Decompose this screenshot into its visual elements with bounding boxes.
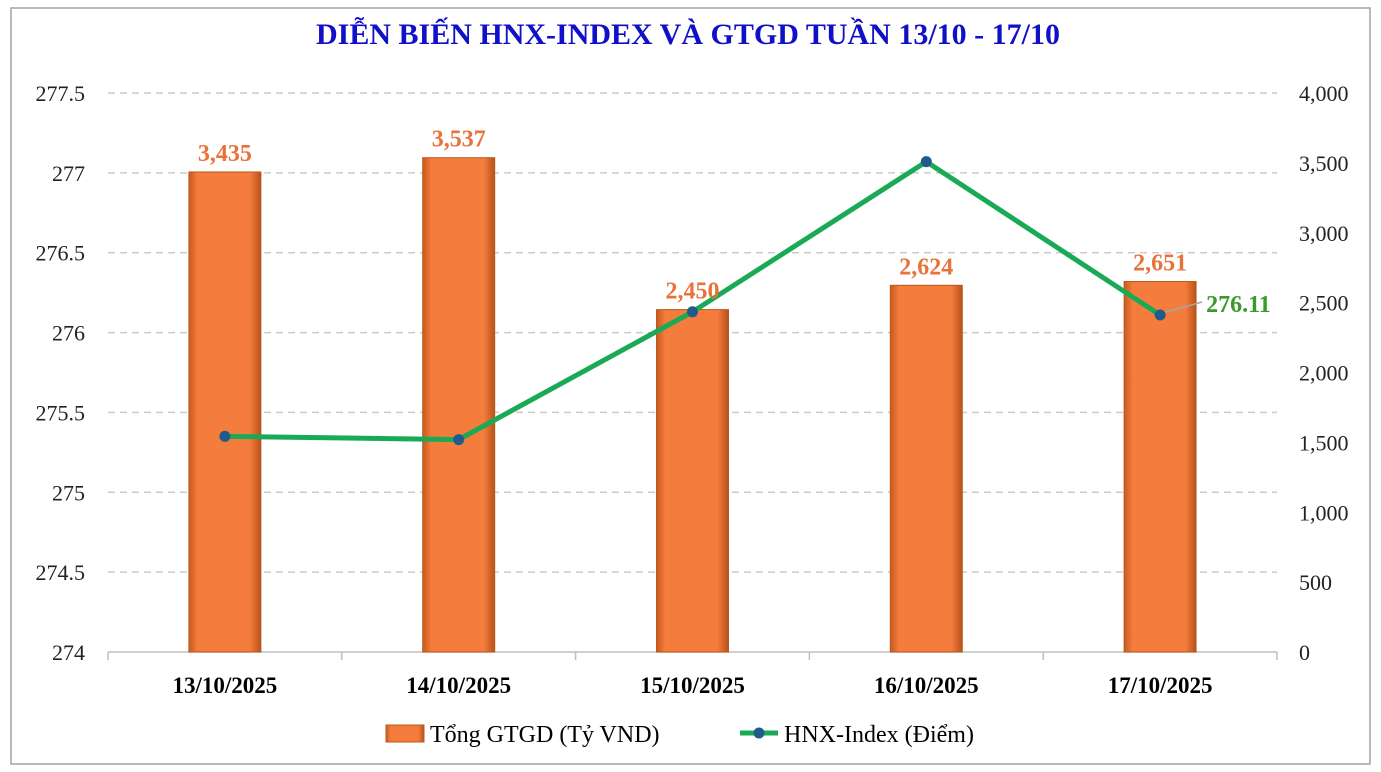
legend-bar-swatch (385, 724, 425, 743)
right-axis-tick-label: 3,000 (1299, 221, 1349, 246)
axis-layer: 274 274.5 275 275.5 276 276.5 277 277.5 0 500 1,00… (36, 81, 1349, 698)
x-axis-category-label: 14/10/2025 (406, 673, 511, 698)
right-axis-tick-label: 2,000 (1299, 361, 1349, 386)
bar-gtgd (188, 171, 262, 653)
bar-layer (188, 157, 1197, 653)
left-axis-tick-label: 275 (52, 480, 85, 505)
hnx-index-point (453, 434, 465, 446)
line-data-label: 276.11 (1206, 292, 1271, 318)
bar-data-label: 2,651 (1133, 251, 1187, 277)
x-axis-category-label: 16/10/2025 (874, 673, 979, 698)
left-axis-tick-label: 276.5 (36, 241, 86, 266)
left-axis-tick-label: 277 (52, 161, 85, 186)
grid-layer (108, 92, 1277, 573)
right-axis-tick-label: 0 (1299, 640, 1310, 665)
bar-gtgd (1123, 281, 1197, 653)
right-axis-tick-label: 3,500 (1299, 151, 1349, 176)
hnx-index-point (920, 156, 932, 168)
right-axis-tick-label: 1,000 (1299, 500, 1349, 525)
hnx-index-point (687, 306, 698, 318)
bar-data-label: 2,450 (666, 279, 720, 305)
bar-gtgd (889, 284, 963, 653)
left-axis-tick-label: 275.5 (36, 400, 86, 425)
left-axis-tick-label: 274 (52, 640, 85, 665)
label-layer: 3,435 3,537 2,450 2,624 2,651 276.11 (198, 127, 1271, 318)
right-axis-tick-label: 1,500 (1299, 430, 1349, 455)
bar-gtgd (656, 309, 729, 653)
left-axis-tick-label: 276 (52, 321, 85, 346)
legend-line-marker (753, 727, 765, 739)
bar-data-label: 3,435 (198, 141, 252, 167)
legend-bar-label: Tổng GTGD (Tỷ VND) (430, 722, 660, 748)
x-axis-category-label: 13/10/2025 (173, 673, 278, 698)
line-layer (219, 156, 1166, 446)
x-axis-category-label: 17/10/2025 (1108, 673, 1213, 698)
chart-title: DIỄN BIẾN HNX-INDEX VÀ GTGD TUẦN 13/10 -… (316, 17, 1060, 51)
hnx-index-point (219, 430, 231, 442)
bar-gtgd (422, 157, 496, 653)
left-axis-tick-label: 277.5 (36, 81, 86, 106)
right-axis-tick-label: 4,000 (1299, 81, 1349, 106)
right-axis-tick-label: 500 (1299, 570, 1332, 595)
legend: Tổng GTGD (Tỷ VND) HNX-Index (Điểm) (385, 722, 974, 748)
right-axis-tick-label: 2,500 (1299, 291, 1349, 316)
x-axis-category-label: 15/10/2025 (640, 673, 745, 698)
hnx-index-point (1154, 309, 1166, 321)
left-axis-tick-label: 274.5 (36, 560, 86, 585)
legend-line-label: HNX-Index (Điểm) (784, 722, 974, 748)
bar-data-label: 3,537 (432, 127, 486, 153)
bar-data-label: 2,624 (899, 254, 953, 280)
leader-line (1165, 301, 1203, 313)
